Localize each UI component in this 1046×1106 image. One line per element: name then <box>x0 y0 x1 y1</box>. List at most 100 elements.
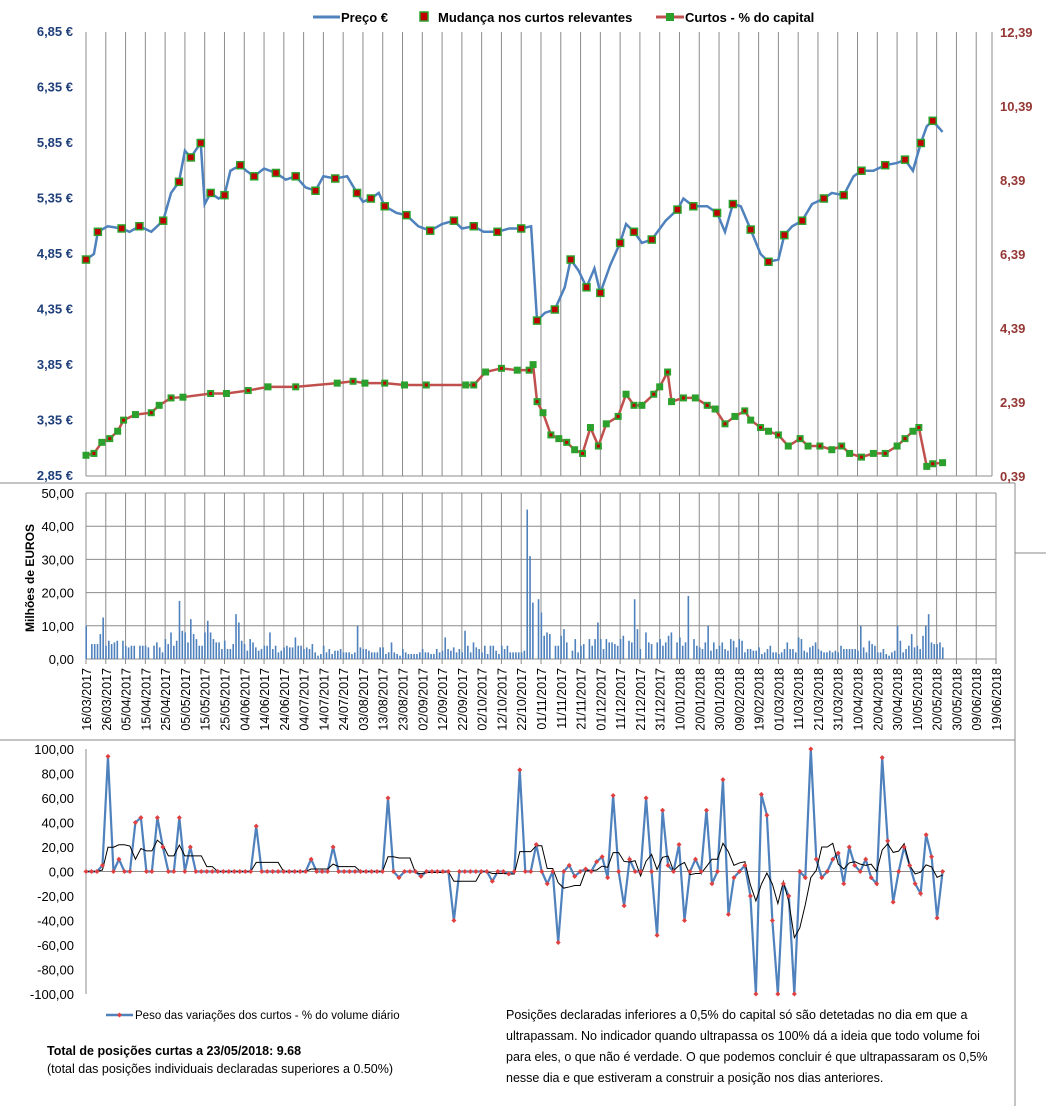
weight-marker <box>138 815 144 821</box>
weight-marker <box>780 881 786 887</box>
volume-bar <box>882 649 885 659</box>
volume-bar <box>413 654 415 659</box>
volume-bar <box>783 649 786 659</box>
volume-bar <box>91 644 93 659</box>
volume-bar <box>399 655 401 659</box>
volume-bar <box>122 640 124 659</box>
shorts-marker <box>923 462 931 470</box>
volume-bar <box>664 642 667 659</box>
shorts-change-marker <box>743 409 747 413</box>
volume-bar <box>260 649 263 659</box>
volume-bar <box>444 637 447 659</box>
weight-marker <box>863 856 869 862</box>
volume-bar <box>755 650 758 659</box>
volume-bar <box>334 650 336 659</box>
weight-marker <box>303 869 309 874</box>
shorts-change-marker <box>581 451 585 455</box>
shorts-marker <box>638 401 646 409</box>
volume-bar <box>936 644 938 659</box>
volume-bar <box>893 650 896 659</box>
volume-bar <box>512 652 514 659</box>
volume-bar <box>164 639 167 659</box>
shorts-marker <box>909 427 917 435</box>
weight-marker <box>583 866 589 872</box>
volume-bar <box>868 640 871 659</box>
shorts-marker <box>656 383 664 391</box>
volume-bar <box>820 650 823 659</box>
shorts-change-marker <box>917 426 921 430</box>
volume-bar <box>840 645 842 659</box>
weight-marker <box>182 869 188 874</box>
volume-bar <box>410 654 413 659</box>
volume-bar <box>113 642 116 659</box>
x-tick-label: 14/07/2017 <box>317 668 331 731</box>
mid-y-axis-title: Milhões de EUROS <box>23 524 37 632</box>
volume-bar <box>300 645 302 659</box>
shorts-marker <box>529 361 537 369</box>
price-change-marker <box>797 216 807 225</box>
volume-bar <box>905 649 907 659</box>
right-axis-tick-label: 10,39 <box>1000 99 1033 114</box>
weight-marker <box>374 869 380 874</box>
price-change-marker <box>236 160 245 170</box>
x-tick-label: 24/06/2017 <box>278 668 292 731</box>
weight-marker <box>725 911 731 917</box>
volume-bar <box>441 650 444 659</box>
weight-marker <box>747 893 753 899</box>
x-tick-label: 11/11/2017 <box>555 668 569 729</box>
volume-bar <box>831 652 834 659</box>
price-change-marker <box>673 205 682 214</box>
weight-marker <box>204 869 210 874</box>
weight-marker <box>621 903 627 909</box>
price-change-marker <box>271 168 281 178</box>
x-tick-label: 31/03/2018 <box>832 668 846 731</box>
volume-bar <box>192 634 195 659</box>
volume-bar <box>941 647 944 659</box>
volume-bar <box>435 649 438 659</box>
shorts-marker <box>361 379 369 387</box>
x-tick-label: 20/05/2018 <box>931 668 945 731</box>
price-change-marker <box>291 172 300 181</box>
volume-bar <box>597 622 599 659</box>
weight-marker <box>396 875 402 881</box>
weight-marker <box>209 869 215 874</box>
weight-marker <box>758 791 764 797</box>
shorts-change-marker <box>705 403 709 407</box>
volume-bar <box>758 647 760 659</box>
volume-bar <box>246 650 249 659</box>
price-line <box>85 119 944 324</box>
volume-bar <box>484 645 486 659</box>
weight-marker <box>390 869 396 874</box>
weight-marker <box>286 869 292 874</box>
weight-marker <box>500 869 506 874</box>
shorts-change-marker <box>108 437 112 441</box>
volume-bar <box>198 645 201 659</box>
volume-bar <box>187 642 189 659</box>
volume-bar <box>738 639 741 659</box>
x-tick-label: 09/06/2018 <box>970 668 984 731</box>
weight-marker <box>714 869 720 874</box>
weight-marker <box>786 893 792 899</box>
volume-bar <box>554 645 557 659</box>
weight-marker <box>517 767 523 773</box>
mid-y-tick-label: 40,00 <box>41 519 74 534</box>
total-shorts-title: Total de posições curtas a 23/05/2018: 9… <box>47 1044 302 1058</box>
volume-bar <box>616 645 619 659</box>
shorts-marker <box>98 438 106 446</box>
right-axis-tick-label: 12,39 <box>1000 25 1033 40</box>
volume-bar <box>633 599 636 659</box>
volume-bar <box>939 642 941 659</box>
shorts-change-marker <box>681 396 685 400</box>
volume-bar <box>806 652 808 659</box>
weight-marker <box>511 869 517 874</box>
volume-bar <box>925 625 927 659</box>
right-axis-tick-label: 2,39 <box>1000 395 1025 410</box>
volume-bar <box>481 652 483 659</box>
shorts-marker <box>462 381 470 389</box>
x-tick-label: 30/04/2018 <box>891 668 905 731</box>
weight-marker <box>544 881 550 887</box>
weight-marker <box>682 918 688 923</box>
volume-bar <box>913 647 916 659</box>
weight-marker <box>698 869 704 874</box>
volume-bar <box>684 642 687 659</box>
